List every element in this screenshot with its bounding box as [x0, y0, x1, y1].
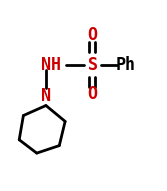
- Text: Ph: Ph: [116, 56, 136, 74]
- Text: NH: NH: [41, 56, 61, 74]
- Text: O: O: [88, 85, 98, 103]
- Text: S: S: [88, 56, 98, 74]
- Text: O: O: [88, 26, 98, 44]
- Text: N: N: [41, 87, 51, 105]
